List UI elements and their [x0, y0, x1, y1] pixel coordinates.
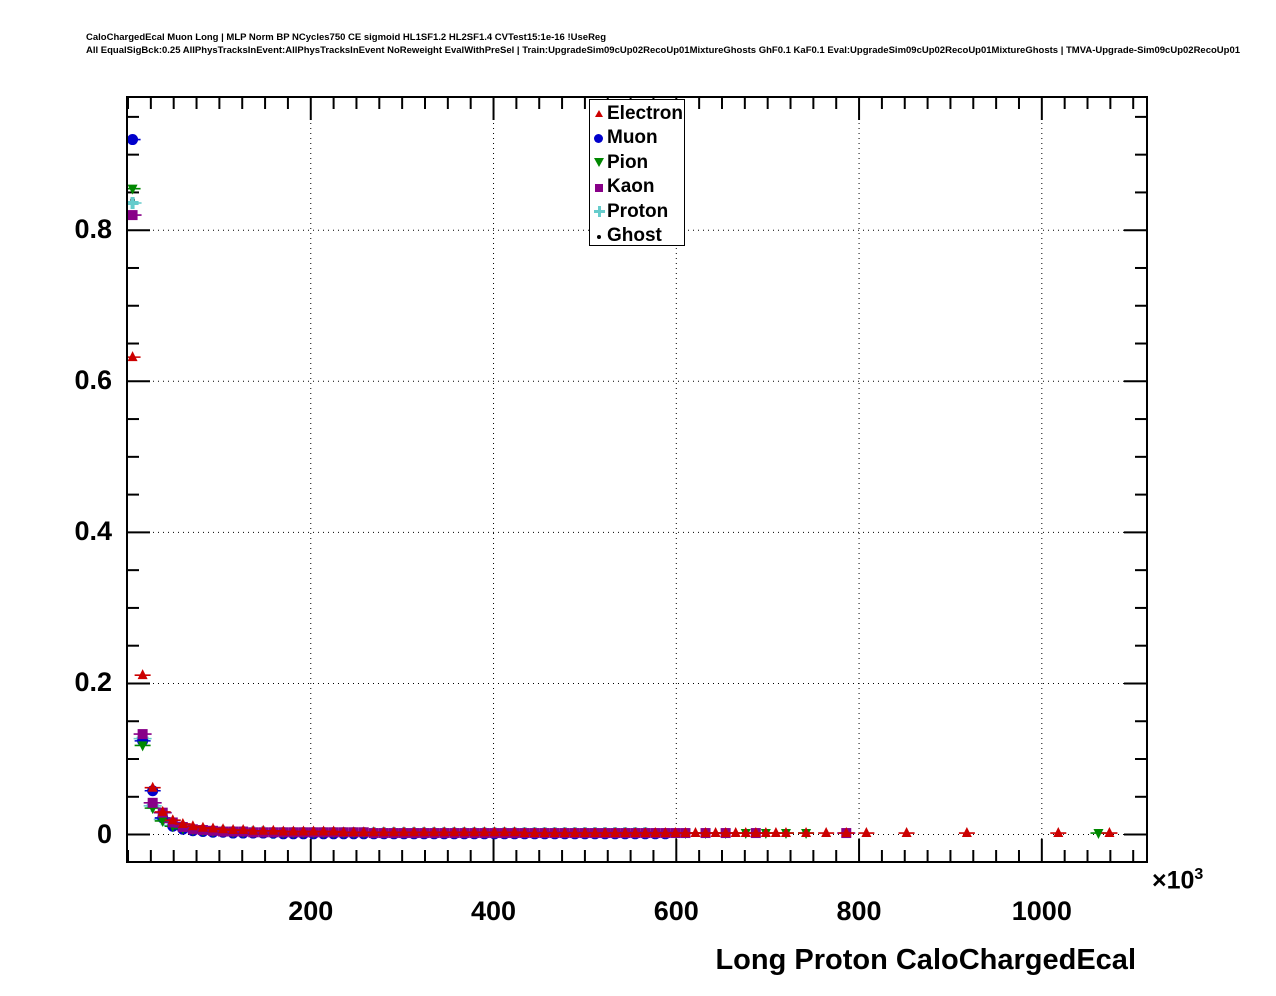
axis-ticks: [128, 98, 1146, 861]
plot-area: [128, 98, 1146, 861]
dot-glyph: [597, 234, 601, 239]
triangle-down-glyph: [594, 158, 604, 168]
header-caption-line-2: All EqualSigBck:0.25 AllPhysTracksInEven…: [86, 45, 1241, 56]
x-exponent-base: ×10: [1152, 866, 1195, 895]
series-ghost: [130, 197, 829, 836]
series-electron: [128, 351, 1118, 838]
legend-entry-electron[interactable]: Electron: [592, 101, 684, 126]
series-proton: [128, 197, 655, 840]
cross-icon: [592, 204, 606, 218]
legend-label: Pion: [607, 151, 649, 173]
y-tick-label: 0.8: [74, 214, 112, 245]
legend-label: Muon: [607, 127, 658, 149]
square-glyph: [595, 183, 603, 192]
triangle-up-glyph: [595, 110, 603, 118]
header-caption-line-1: CaloChargedEcal Muon Long | MLP Norm BP …: [86, 32, 607, 43]
x-tick-label: 200: [288, 896, 334, 926]
legend-entry-ghost[interactable]: Ghost: [592, 224, 684, 249]
x-tick-label: 600: [653, 896, 699, 926]
y-tick-label: 0.4: [74, 516, 112, 547]
square-icon: [592, 180, 606, 194]
gridlines: [128, 98, 1146, 861]
triangle-up-icon: [592, 106, 606, 120]
cross-glyph: [594, 206, 605, 218]
x-tick-label: 400: [470, 896, 517, 926]
circle-icon: [592, 131, 606, 145]
legend-entry-pion[interactable]: Pion: [592, 150, 684, 175]
legend-label: Electron: [607, 102, 684, 124]
triangle-down-icon: [592, 155, 606, 169]
legend-entry-muon[interactable]: Muon: [592, 126, 684, 151]
legend-box: Electron Muon Pion Kaon Proton Ghost: [589, 99, 685, 246]
x-exponent-power: 3: [1194, 866, 1204, 883]
legend-label: Kaon: [607, 176, 655, 198]
x-tick-label: 1000: [1011, 896, 1072, 926]
circle-glyph: [594, 133, 603, 143]
y-tick-label: 0: [96, 818, 112, 849]
series-kaon: [128, 210, 856, 839]
series-pion: [128, 184, 1107, 840]
dot-icon: [592, 229, 606, 243]
x-axis-title: Long Proton CaloChargedEcal: [715, 944, 1136, 976]
legend-entry-proton[interactable]: Proton: [592, 199, 684, 224]
legend-label: Ghost: [607, 225, 662, 247]
x-tick-label: 800: [836, 896, 882, 926]
legend-label: Proton: [607, 200, 669, 222]
legend-entry-kaon[interactable]: Kaon: [592, 175, 684, 200]
y-tick-label: 0.2: [74, 667, 112, 698]
x-axis-exponent-label: ×103: [1152, 866, 1203, 895]
y-tick-label: 0.6: [74, 365, 112, 396]
scatter-plot-canvas: [128, 98, 1146, 861]
